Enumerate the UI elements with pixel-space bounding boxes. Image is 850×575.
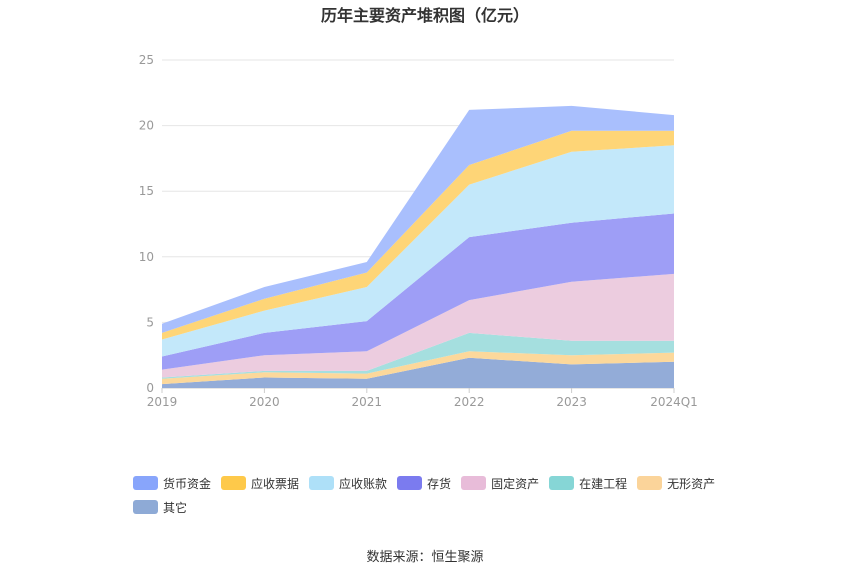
legend-item[interactable]: 货币资金 xyxy=(133,472,211,494)
area-其它 xyxy=(162,357,674,388)
area-series xyxy=(162,105,674,388)
x-tick-label: 2023 xyxy=(556,395,587,409)
source-note: 数据来源：恒生聚源 xyxy=(366,550,484,565)
axes: 0 5 10 15 20 25 2019 2020 2021 2022 2023 2024Q1 xyxy=(139,53,698,409)
legend-label: 存货 xyxy=(427,476,452,491)
legend-label: 应收账款 xyxy=(339,476,388,491)
legend-item[interactable]: 固定资产 xyxy=(461,472,539,494)
legend-label: 固定资产 xyxy=(491,476,540,491)
legend-swatch xyxy=(397,476,423,490)
legend-swatch xyxy=(133,476,158,490)
chart-title: 历年主要资产堆积图（亿元） xyxy=(320,6,529,25)
legend-label: 货币资金 xyxy=(163,476,212,491)
legend-swatch xyxy=(461,476,487,490)
legend-item[interactable]: 其它 xyxy=(133,496,187,518)
legend-swatch xyxy=(221,476,247,490)
y-tick-label: 10 xyxy=(139,250,154,264)
legend-swatch xyxy=(133,500,158,514)
area-固定资产 xyxy=(162,273,674,378)
area-货币资金 xyxy=(162,105,674,333)
y-tick-label: 15 xyxy=(139,184,154,198)
legend-swatch xyxy=(549,476,575,490)
area-无形资产 xyxy=(162,351,674,385)
legend-swatch xyxy=(309,476,335,490)
area-在建工程 xyxy=(162,332,674,379)
legend-item[interactable]: 存货 xyxy=(397,472,451,494)
legend-item[interactable]: 应收账款 xyxy=(309,472,387,494)
x-tick-label: 2024Q1 xyxy=(650,395,698,409)
legend-item[interactable]: 在建工程 xyxy=(549,472,627,494)
legend-label: 其它 xyxy=(163,500,188,515)
area-应收账款 xyxy=(162,145,674,357)
area-应收票据 xyxy=(162,130,674,340)
legend-label: 应收票据 xyxy=(251,476,300,491)
x-tick-label: 2019 xyxy=(147,395,178,409)
legend-label: 在建工程 xyxy=(579,476,628,491)
y-tick-label: 5 xyxy=(146,315,154,329)
legend-swatch xyxy=(637,476,663,490)
y-tick-label: 0 xyxy=(146,381,154,395)
x-tick-label: 2020 xyxy=(249,395,280,409)
legend: 货币资金 应收票据 应收账款 存货 固定资产 在建工程 无形资产其它 xyxy=(133,472,753,520)
y-tick-label: 20 xyxy=(139,119,154,133)
legend-label: 无形资产 xyxy=(667,476,716,491)
x-tick-label: 2021 xyxy=(352,395,383,409)
area-存货 xyxy=(162,213,674,370)
legend-item[interactable]: 应收票据 xyxy=(221,472,299,494)
x-tick-label: 2022 xyxy=(454,395,485,409)
legend-item[interactable]: 无形资产 xyxy=(637,472,715,494)
y-tick-label: 25 xyxy=(139,53,154,67)
